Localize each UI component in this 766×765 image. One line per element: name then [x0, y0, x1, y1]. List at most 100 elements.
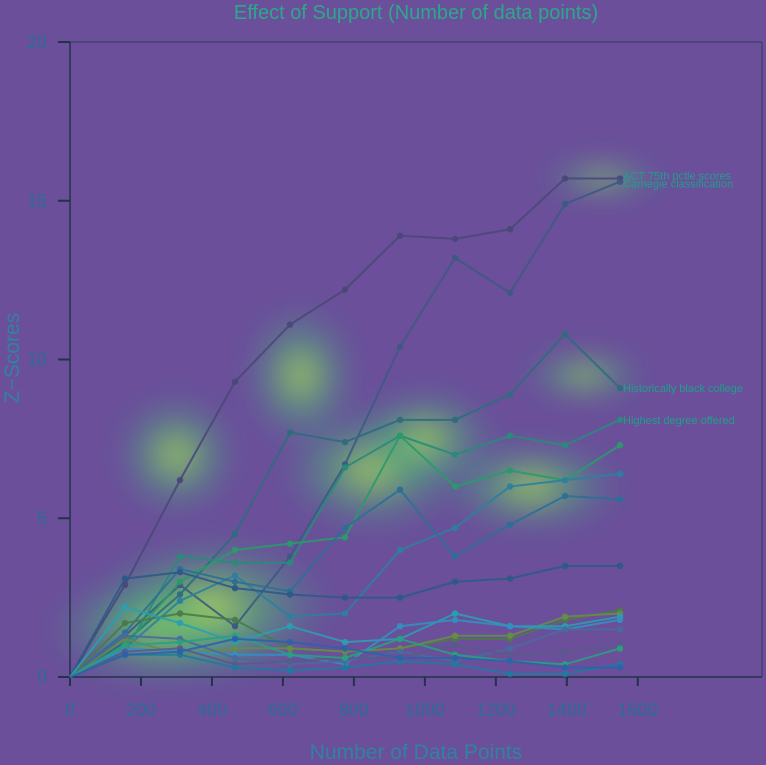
data-point: [286, 651, 294, 658]
data-point: [121, 632, 129, 639]
data-point: [396, 623, 404, 630]
data-point: [506, 575, 514, 582]
glow-spot: [524, 350, 645, 401]
attention-glow-layer: [48, 160, 663, 685]
data-point: [341, 594, 349, 601]
data-point: [121, 575, 129, 582]
series-annotation: Carnegie classification: [623, 179, 733, 191]
glow-spot: [245, 305, 356, 446]
data-point: [341, 645, 349, 652]
data-point: [451, 642, 459, 649]
data-point: [231, 559, 239, 566]
data-point: [121, 619, 129, 627]
series-annotation: ACT 75th pctle scores: [623, 171, 732, 183]
x-tick-label: 200: [126, 700, 156, 720]
x-tick-label: 1400: [547, 700, 587, 720]
data-point: [506, 623, 514, 630]
data-point: [341, 524, 349, 531]
data-point: [286, 623, 294, 630]
data-point: [451, 616, 459, 624]
data-point: [451, 632, 459, 639]
data-point: [616, 626, 624, 633]
data-point: [561, 670, 569, 678]
data-point: [231, 530, 239, 538]
data-point: [561, 562, 569, 570]
data-point: [451, 610, 459, 617]
data-point: [176, 569, 184, 576]
data-point: [451, 254, 459, 262]
data-point: [616, 496, 624, 503]
data-point: [231, 584, 239, 592]
data-point: [506, 657, 514, 665]
x-tick-label: 600: [268, 700, 298, 720]
series-annotation: Highest degree offered: [623, 415, 735, 427]
chart-title: Effect of Support (Number of data points…: [234, 2, 598, 24]
data-point: [231, 578, 239, 585]
x-tick-label: 1600: [618, 700, 658, 720]
data-point: [561, 200, 569, 208]
y-tick-label: 20: [27, 32, 47, 52]
data-point: [121, 603, 129, 611]
data-point: [506, 521, 514, 528]
y-tick-label: 15: [27, 191, 47, 211]
data-point: [341, 610, 349, 617]
data-point: [616, 664, 624, 671]
series-annotation: Historically black college: [623, 383, 743, 395]
series-17: [69, 635, 624, 678]
data-point: [176, 619, 184, 627]
data-point: [451, 578, 459, 585]
data-point: [176, 597, 184, 604]
data-point: [341, 534, 349, 541]
series-layer: [69, 175, 624, 678]
series-8: [69, 562, 624, 678]
data-point: [506, 391, 514, 398]
data-point: [121, 642, 129, 649]
data-point: [396, 648, 404, 655]
y-axis-label: Z−Scores: [1, 313, 24, 403]
data-point: [176, 648, 184, 655]
data-point: [176, 476, 184, 484]
data-point: [231, 654, 239, 662]
data-point: [341, 438, 349, 446]
x-tick-label: 1200: [476, 700, 516, 720]
data-point: [506, 670, 514, 678]
data-point: [616, 442, 624, 449]
data-point: [341, 286, 349, 293]
data-point: [561, 476, 569, 484]
data-point: [561, 442, 569, 449]
y-tick-label: 10: [27, 350, 47, 370]
data-point: [396, 232, 404, 239]
data-point: [561, 626, 569, 633]
data-point: [451, 661, 459, 668]
data-point: [231, 616, 239, 624]
data-point: [231, 664, 239, 671]
axes: 0 200 400 600 800 1000 1200 1400 1600 0 5 10 15 20: [27, 32, 763, 720]
data-point: [506, 226, 514, 233]
data-point: [176, 610, 184, 617]
data-point: [286, 613, 294, 620]
data-point: [176, 638, 184, 646]
data-point: [451, 654, 459, 662]
data-point: [341, 654, 349, 662]
data-point: [396, 343, 404, 350]
series-7: [69, 486, 624, 678]
data-point: [451, 416, 459, 424]
series-16: [69, 632, 624, 678]
data-point: [616, 645, 624, 652]
data-point: [396, 432, 404, 439]
data-point: [451, 524, 459, 531]
data-point: [286, 321, 294, 328]
data-point: [121, 651, 129, 658]
data-point: [561, 175, 569, 182]
data-point: [616, 416, 624, 424]
data-point: [286, 429, 294, 436]
data-point: [396, 486, 404, 493]
data-point: [451, 483, 459, 490]
data-point: [616, 384, 624, 392]
glow-spot: [441, 441, 622, 532]
data-point: [341, 664, 349, 671]
data-point: [231, 645, 239, 652]
